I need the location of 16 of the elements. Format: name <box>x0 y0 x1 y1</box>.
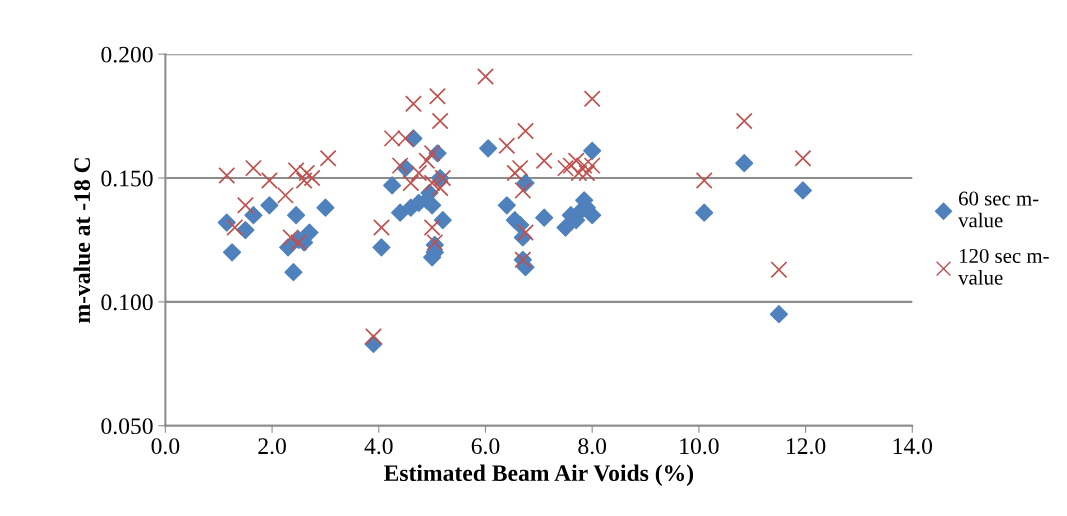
x-tick-label: 14.0 <box>893 438 933 455</box>
y-tick-label: 0.150 <box>101 170 153 187</box>
x-tick-label: 4.0 <box>364 438 393 455</box>
x-tick-label: 2.0 <box>258 438 286 455</box>
x-tick-label: 10.0 <box>680 438 719 455</box>
y-tick-label: 0.100 <box>101 294 153 311</box>
y-tick-label: 0.200 <box>101 46 153 63</box>
legend-label: 60 sec m-value <box>958 191 1039 228</box>
x-tick-label: 12.0 <box>787 438 826 455</box>
x-axis-title: Estimated Beam Air Voids (%) <box>383 464 694 486</box>
x-tick-label: 6.0 <box>471 438 500 455</box>
x-tick-label: 0.0 <box>151 438 180 455</box>
y-tick-label: 0.050 <box>101 418 153 435</box>
y-axis-title: m-value at -18 C <box>73 158 91 323</box>
legend-label: 120 sec m-value <box>958 248 1049 285</box>
x-tick-label: 8.0 <box>578 438 607 455</box>
